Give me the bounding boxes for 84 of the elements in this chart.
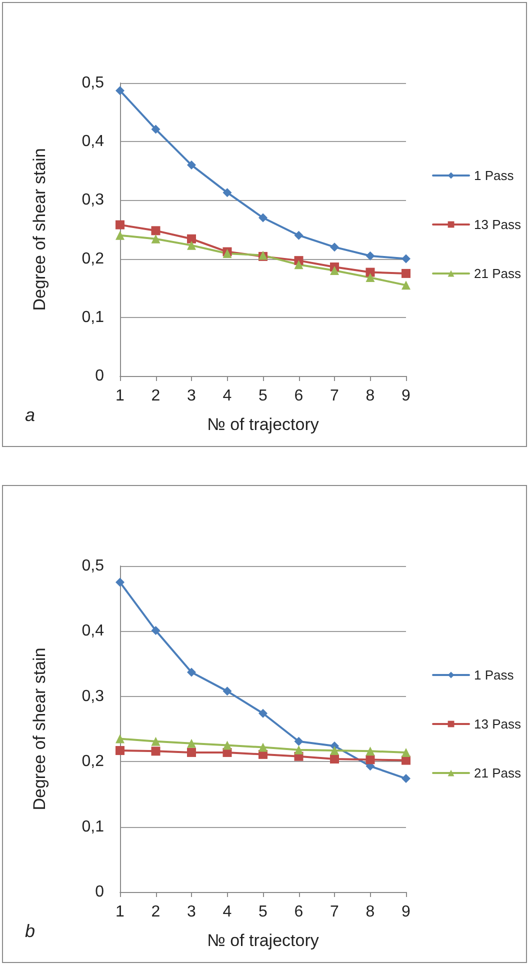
- point: [402, 748, 410, 757]
- legend-label: 21 Pass: [474, 266, 522, 281]
- point: [366, 755, 375, 764]
- point: [187, 738, 196, 748]
- y-tick-label: 0: [95, 884, 104, 900]
- point: [116, 746, 124, 756]
- x-tick-label: 1: [116, 904, 125, 920]
- point: [151, 746, 160, 756]
- point: [151, 124, 160, 134]
- point: [187, 234, 196, 244]
- point: [116, 220, 124, 230]
- x-tick-label: 9: [402, 388, 411, 404]
- y-tick-label: 0,5: [82, 558, 104, 574]
- x-tick-label: 7: [330, 388, 340, 404]
- x-axis-title: № of trajectory: [207, 931, 320, 950]
- y-tick-label: 0,3: [82, 688, 104, 705]
- point: [151, 234, 160, 244]
- point: [258, 742, 268, 752]
- legend-label: 13 Pass: [474, 217, 522, 232]
- y-tick-label: 0,1: [82, 818, 104, 836]
- point: [330, 746, 339, 756]
- y-tick-label: 0,3: [82, 192, 104, 209]
- point: [402, 280, 410, 290]
- point: [187, 240, 196, 250]
- point: [222, 740, 232, 750]
- legend-label: 13 Pass: [474, 716, 522, 732]
- point: [151, 736, 160, 746]
- point: [222, 188, 232, 198]
- x-tick-label: 3: [187, 388, 196, 404]
- point: [258, 708, 268, 718]
- point: [258, 213, 268, 222]
- point: [366, 273, 375, 282]
- point: [187, 668, 196, 677]
- point: [294, 230, 304, 240]
- point: [366, 268, 375, 277]
- x-tick-label: 7: [330, 904, 340, 920]
- point: [294, 260, 304, 270]
- y-tick-label: 0,4: [82, 622, 104, 640]
- point: [187, 748, 196, 757]
- x-tick-label: 6: [294, 388, 304, 404]
- y-tick-label: 0,1: [82, 308, 104, 326]
- y-tick-label: 0: [95, 368, 104, 384]
- point: [187, 160, 196, 170]
- point: [116, 86, 124, 96]
- x-tick-label: 4: [222, 904, 232, 920]
- point: [294, 745, 304, 754]
- x-tick-label: 6: [294, 904, 304, 920]
- legend-label: 21 Pass: [474, 766, 522, 780]
- x-axis-title: № of trajectory: [207, 415, 320, 434]
- x-tick-label: 9: [402, 904, 411, 920]
- y-tick-label: 0,2: [82, 250, 104, 268]
- point: [402, 774, 410, 784]
- point: [116, 578, 124, 587]
- legend-label: 1 Pass: [474, 668, 514, 682]
- point: [330, 266, 339, 276]
- point: [330, 754, 339, 764]
- text: a: [25, 405, 36, 425]
- x-tick-label: 2: [151, 904, 160, 920]
- y-tick-label: 0,4: [82, 133, 104, 150]
- x-tick-label: 8: [366, 388, 375, 404]
- x-tick-label: 8: [366, 904, 375, 920]
- point: [330, 242, 339, 252]
- y-tick-label: 0,5: [82, 74, 104, 92]
- point: [116, 230, 124, 240]
- point: [222, 686, 232, 696]
- point: [366, 251, 375, 260]
- x-tick-label: 4: [222, 388, 232, 404]
- x-tick-label: 2: [151, 388, 160, 404]
- point: [402, 254, 410, 264]
- x-tick-label: 5: [258, 388, 268, 404]
- x-tick-label: 1: [116, 388, 125, 404]
- y-axis-title: Degree of shear stain: [30, 648, 49, 810]
- x-tick-label: 5: [258, 904, 268, 920]
- point: [116, 734, 124, 744]
- point: [151, 626, 160, 636]
- x-tick-label: 3: [187, 904, 196, 920]
- y-tick-label: 0,2: [82, 753, 104, 770]
- text: b: [25, 921, 36, 941]
- y-axis-title: Degree of shear stain: [30, 148, 49, 311]
- legend-label: 1 Pass: [474, 168, 514, 183]
- point: [366, 746, 375, 756]
- point: [151, 226, 160, 236]
- point: [294, 736, 304, 746]
- point: [402, 268, 410, 278]
